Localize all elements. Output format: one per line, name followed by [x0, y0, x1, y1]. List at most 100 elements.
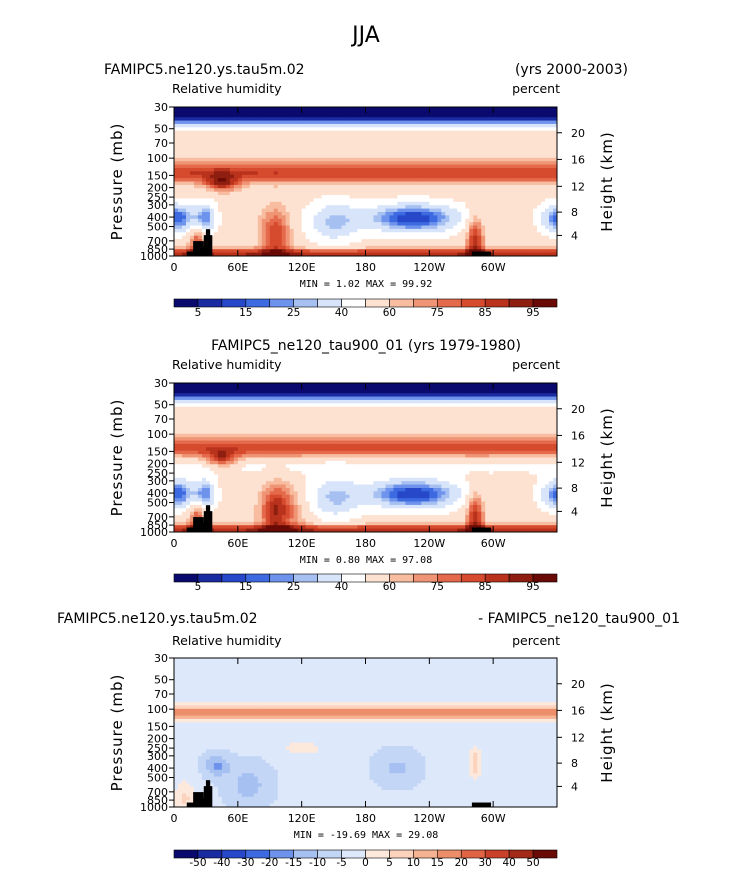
heatmap-cell — [345, 249, 350, 254]
heatmap-cell — [469, 208, 474, 213]
heatmap-cell — [257, 123, 263, 128]
heatmap-cell — [237, 245, 243, 250]
heatmap-cell — [433, 184, 438, 189]
heatmap-cell — [293, 383, 299, 387]
heatmap-cell — [277, 228, 283, 233]
heatmap-cell — [437, 403, 442, 408]
heatmap-cell — [217, 164, 223, 169]
heatmap-cell — [245, 154, 251, 159]
heatmap-cell — [237, 110, 243, 115]
heatmap-cell — [401, 123, 406, 128]
heatmap-cell — [217, 191, 223, 196]
heatmap-cell — [269, 161, 275, 165]
heatmap-cell — [297, 167, 303, 172]
heatmap-cell — [329, 137, 334, 142]
heatmap-cell — [193, 107, 199, 111]
heatmap-cell — [417, 123, 422, 128]
heatmap-cell — [261, 222, 267, 226]
heatmap-cell — [445, 154, 450, 159]
heatmap-cell — [453, 147, 458, 152]
heatmap-cell — [485, 403, 490, 408]
heatmap-cell — [529, 222, 534, 226]
heatmap-cell — [265, 151, 271, 155]
heatmap-cell — [533, 225, 538, 230]
heatmap-cell — [449, 252, 454, 257]
heatmap-cell — [349, 249, 354, 254]
heatmap-cell — [533, 195, 538, 199]
heatmap-cell — [473, 205, 478, 209]
heatmap-cell — [309, 208, 315, 213]
heatmap-cell — [329, 396, 334, 401]
heatmap-cell — [457, 130, 462, 135]
heatmap-cell — [481, 151, 486, 155]
heatmap-cell — [385, 147, 390, 152]
heatmap-cell — [189, 396, 195, 401]
heatmap-cell — [217, 174, 223, 179]
heatmap-cell — [301, 113, 307, 118]
heatmap-cell — [213, 144, 219, 149]
heatmap-cell — [241, 127, 247, 132]
heatmap-cell — [437, 228, 442, 233]
heatmap-cell — [293, 107, 299, 111]
heatmap-cell — [309, 120, 315, 125]
heatmap-cell — [425, 134, 430, 138]
heatmap-cell — [385, 205, 390, 209]
heatmap-cell — [509, 389, 514, 394]
heatmap-cell — [485, 215, 490, 220]
heatmap-cell — [537, 235, 542, 240]
heatmap-cell — [529, 245, 534, 250]
heatmap-cell — [193, 144, 199, 149]
heatmap-cell — [417, 393, 422, 397]
heatmap-cell — [549, 178, 554, 182]
heatmap-cell — [549, 157, 554, 162]
heatmap-cell — [361, 215, 366, 220]
heatmap-cell — [353, 178, 358, 182]
heatmap-cell — [361, 137, 366, 142]
heatmap-cell — [545, 195, 550, 199]
heatmap-cell — [329, 403, 334, 408]
heatmap-cell — [533, 188, 538, 193]
heatmap-cell — [197, 208, 203, 213]
heatmap-cell — [429, 120, 434, 125]
heatmap-cell — [449, 215, 454, 220]
heatmap-cell — [429, 201, 434, 206]
heatmap-cell — [341, 117, 346, 121]
heatmap-cell — [497, 205, 502, 209]
heatmap-cell — [201, 399, 207, 404]
heatmap-cell — [281, 117, 287, 121]
heatmap-cell — [289, 157, 295, 162]
heatmap-cell — [249, 117, 255, 121]
heatmap-cell — [197, 161, 203, 165]
heatmap-cell — [473, 195, 478, 199]
heatmap-cell — [305, 399, 311, 404]
heatmap-cell — [441, 403, 446, 408]
heatmap-cell — [189, 383, 195, 387]
heatmap-cell — [345, 228, 350, 233]
heatmap-cell — [349, 403, 354, 408]
heatmap-cell — [237, 147, 243, 152]
heatmap-cell — [233, 154, 239, 159]
heatmap-cell — [289, 113, 295, 118]
heatmap-cell — [489, 393, 494, 397]
heatmap-cell — [497, 396, 502, 401]
heatmap-cell — [337, 151, 342, 155]
panel-2: FAMIPC5_ne120_tau900_01 (yrs 1979-1980)R… — [108, 338, 616, 593]
heatmap-cell — [381, 225, 386, 230]
heatmap-cell — [325, 386, 330, 391]
heatmap-cell — [309, 228, 315, 233]
heatmap-cell — [405, 208, 410, 213]
heatmap-cell — [265, 184, 271, 189]
heatmap-cell — [517, 184, 522, 189]
heatmap-cell — [249, 389, 255, 394]
heatmap-cell — [249, 228, 255, 233]
heatmap-cell — [305, 198, 311, 203]
heatmap-cell — [497, 127, 502, 132]
heatmap-cell — [477, 161, 482, 165]
heatmap-cell — [185, 171, 191, 176]
heatmap-cell — [197, 403, 203, 408]
heatmap-cell — [449, 225, 454, 230]
heatmap-cell — [245, 147, 251, 152]
heatmap-cell — [309, 222, 315, 226]
heatmap-cell — [405, 399, 410, 404]
heatmap-cell — [489, 110, 494, 115]
